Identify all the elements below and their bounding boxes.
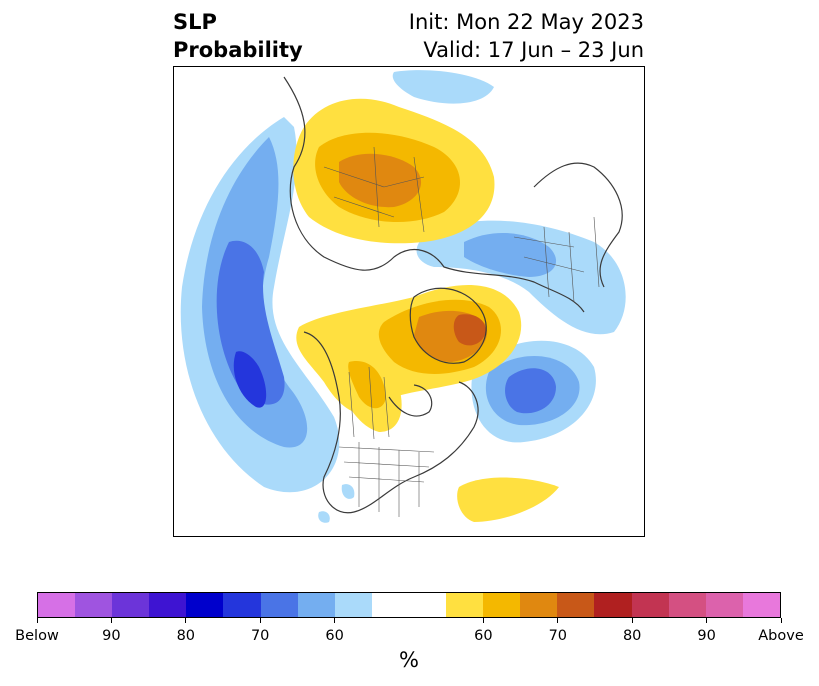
coastline-north-america <box>303 331 479 514</box>
map-dates: Init: Mon 22 May 2023 Valid: 17 Jun – 23… <box>409 8 644 64</box>
na-low-speck-2 <box>318 511 330 523</box>
probability-map <box>173 66 645 537</box>
title-line-variable: SLP <box>173 10 217 34</box>
colorbar-segment <box>371 593 447 617</box>
colorbar-segment <box>705 593 743 617</box>
colorbar-tick-label: Above <box>758 628 804 644</box>
probability-colorbar <box>37 592 781 618</box>
colorbar-segment <box>223 593 261 617</box>
coastline-layer <box>283 76 623 514</box>
colorbar-tick-label: 90 <box>697 628 716 644</box>
colorbar-tick-label: 80 <box>176 628 196 644</box>
coastline-greenland <box>409 287 487 364</box>
colorbar-tick <box>780 618 782 623</box>
na-low-speck-1 <box>341 484 355 499</box>
greenland-high-90 <box>453 314 486 346</box>
colorbar-segment <box>112 593 150 617</box>
init-date-label: Init: Mon 22 May 2023 <box>408 10 644 34</box>
asia-country-borders <box>323 146 425 233</box>
colorbar-tick <box>631 618 633 623</box>
canada-province-borders <box>348 366 390 440</box>
colorbar-tick <box>706 618 708 623</box>
colorbar-segment <box>446 593 484 617</box>
colorbar-segment <box>557 593 595 617</box>
colorbar-unit-label: % <box>399 648 419 672</box>
colorbar-tick <box>557 618 559 623</box>
atlantic-low-80 <box>505 368 556 414</box>
map-svg <box>180 70 626 523</box>
us-state-borders <box>338 442 435 517</box>
colorbar-segment <box>334 593 372 617</box>
colorbar-segment <box>631 593 669 617</box>
valid-range-label: Valid: 17 Jun – 23 Jun <box>423 38 644 62</box>
colorbar-tick-label: 60 <box>325 628 344 644</box>
colorbar-tick-label: Below <box>15 628 59 644</box>
colorbar-segment <box>186 593 224 617</box>
europe-country-borders <box>513 216 600 303</box>
colorbar-tick <box>259 618 261 623</box>
colorbar-tick-label: 60 <box>474 628 493 644</box>
colorbar-segment <box>742 593 780 617</box>
pacific-low-90 <box>233 351 267 408</box>
colorbar-segment <box>297 593 335 617</box>
colorbar-tick <box>36 618 38 623</box>
colorbar-segment <box>260 593 298 617</box>
colorbar-segment <box>594 593 632 617</box>
colorbar-tick <box>334 618 336 623</box>
map-title: SLP Probability <box>173 8 303 64</box>
colorbar-segment <box>483 593 521 617</box>
colorbar-tick <box>482 618 484 623</box>
colorbar-segment <box>38 593 76 617</box>
coastline-hudson <box>388 384 433 417</box>
borders-layer <box>323 146 600 517</box>
canada-high-70 <box>348 361 386 409</box>
russia-low-70 <box>464 232 557 277</box>
colorbar-tick-label: 90 <box>102 628 121 644</box>
coastline-asia <box>283 76 585 313</box>
title-line-metric: Probability <box>173 38 303 62</box>
arctic-low-60 <box>392 70 494 104</box>
colorbar-tick-label: 70 <box>250 628 270 644</box>
colorbar-tick-label: 80 <box>622 628 642 644</box>
subtropical-high-60 <box>457 477 559 522</box>
pacific-low-80 <box>216 240 285 405</box>
shading-layer <box>180 70 626 523</box>
colorbar-segment <box>668 593 706 617</box>
colorbar-tick <box>110 618 112 623</box>
siberia-high-80 <box>339 153 422 208</box>
colorbar-segment <box>520 593 558 617</box>
colorbar-ticks <box>36 618 782 626</box>
colorbar-segment <box>75 593 113 617</box>
colorbar-segment <box>149 593 187 617</box>
colorbar-tick-label: 70 <box>548 628 568 644</box>
coastline-europe <box>533 162 623 288</box>
colorbar-tick <box>185 618 187 623</box>
